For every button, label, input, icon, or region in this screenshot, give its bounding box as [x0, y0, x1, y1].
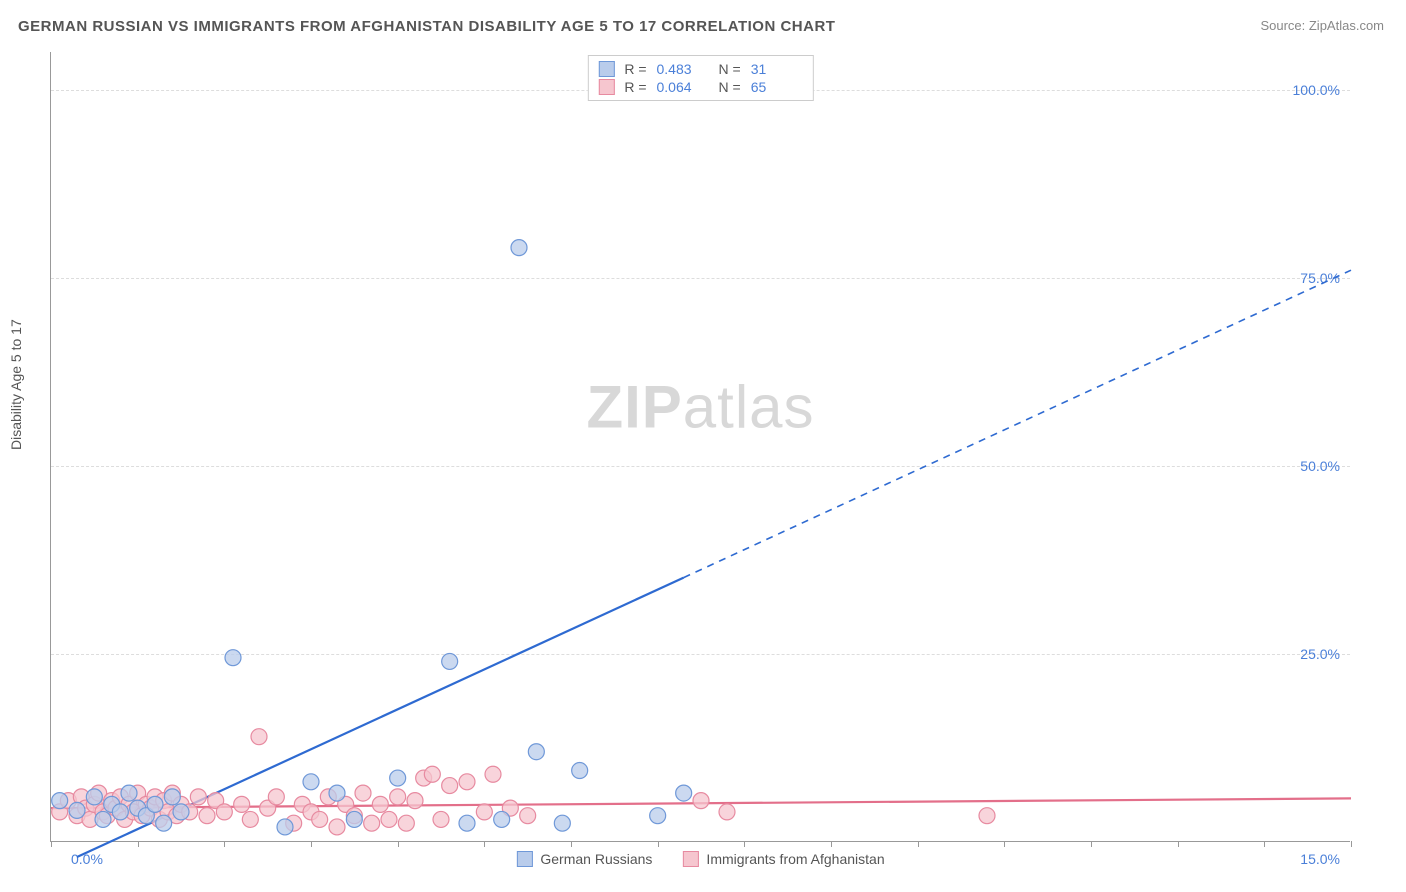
x-tick [571, 841, 572, 847]
data-point [242, 811, 258, 827]
data-point [381, 811, 397, 827]
x-tick [51, 841, 52, 847]
data-point [442, 653, 458, 669]
trend-line-dashed [684, 270, 1351, 577]
data-point [251, 729, 267, 745]
data-point [156, 815, 172, 831]
scatter-svg [51, 52, 1350, 841]
data-point [433, 811, 449, 827]
plot-area: ZIPatlas 25.0%50.0%75.0%100.0% 0.0% 15.0… [50, 52, 1350, 842]
data-point [459, 815, 475, 831]
data-point [459, 774, 475, 790]
data-point [407, 793, 423, 809]
legend-n-label: N = [719, 61, 741, 77]
data-point [355, 785, 371, 801]
data-point [121, 785, 137, 801]
data-point [303, 774, 319, 790]
data-point [494, 811, 510, 827]
legend-series-item: German Russians [516, 851, 652, 867]
x-tick [138, 841, 139, 847]
x-tick [918, 841, 919, 847]
legend-stats-row: R = 0.483 N = 31 [598, 60, 802, 78]
legend-n-label: N = [719, 79, 741, 95]
data-point [650, 808, 666, 824]
x-tick [1351, 841, 1352, 847]
chart-title: GERMAN RUSSIAN VS IMMIGRANTS FROM AFGHAN… [18, 18, 835, 35]
data-point [693, 793, 709, 809]
data-point [364, 815, 380, 831]
data-point [398, 815, 414, 831]
x-tick [224, 841, 225, 847]
data-point [268, 789, 284, 805]
x-tick [658, 841, 659, 847]
data-point [554, 815, 570, 831]
legend-r-value: 0.483 [657, 61, 709, 77]
legend-swatch [516, 851, 532, 867]
x-tick [1178, 841, 1179, 847]
data-point [173, 804, 189, 820]
data-point [95, 811, 111, 827]
legend-stats: R = 0.483 N = 31 R = 0.064 N = 65 [587, 55, 813, 101]
x-tick [1264, 841, 1265, 847]
legend-swatch [598, 79, 614, 95]
data-point [485, 766, 501, 782]
legend-series-label: Immigrants from Afghanistan [706, 851, 884, 867]
data-point [225, 650, 241, 666]
source-attribution: Source: ZipAtlas.com [1260, 18, 1384, 33]
data-point [979, 808, 995, 824]
data-point [390, 789, 406, 805]
x-tick [831, 841, 832, 847]
legend-n-value: 65 [751, 79, 803, 95]
data-point [719, 804, 735, 820]
x-tick [398, 841, 399, 847]
data-point [424, 766, 440, 782]
data-point [52, 793, 68, 809]
x-tick [484, 841, 485, 847]
x-tick [1091, 841, 1092, 847]
y-axis-label: Disability Age 5 to 17 [8, 319, 24, 450]
data-point [442, 778, 458, 794]
data-point [86, 789, 102, 805]
data-point [312, 811, 328, 827]
legend-swatch [598, 61, 614, 77]
legend-series-label: German Russians [540, 851, 652, 867]
x-tick [1004, 841, 1005, 847]
legend-swatch [682, 851, 698, 867]
legend-series-item: Immigrants from Afghanistan [682, 851, 884, 867]
legend-series: German Russians Immigrants from Afghanist… [516, 851, 884, 867]
data-point [216, 804, 232, 820]
data-point [329, 785, 345, 801]
x-tick [311, 841, 312, 847]
data-point [277, 819, 293, 835]
data-point [476, 804, 492, 820]
data-point [190, 789, 206, 805]
data-point [390, 770, 406, 786]
data-point [112, 804, 128, 820]
legend-n-value: 31 [751, 61, 803, 77]
data-point [676, 785, 692, 801]
data-point [346, 811, 362, 827]
data-point [511, 240, 527, 256]
data-point [234, 796, 250, 812]
legend-stats-row: R = 0.064 N = 65 [598, 78, 802, 96]
data-point [572, 763, 588, 779]
x-tick [744, 841, 745, 847]
data-point [147, 796, 163, 812]
data-point [372, 796, 388, 812]
legend-r-label: R = [624, 61, 646, 77]
data-point [528, 744, 544, 760]
data-point [69, 802, 85, 818]
legend-r-value: 0.064 [657, 79, 709, 95]
data-point [329, 819, 345, 835]
data-point [520, 808, 536, 824]
x-axis-max-label: 15.0% [1300, 851, 1340, 867]
data-point [199, 808, 215, 824]
data-point [164, 789, 180, 805]
legend-r-label: R = [624, 79, 646, 95]
